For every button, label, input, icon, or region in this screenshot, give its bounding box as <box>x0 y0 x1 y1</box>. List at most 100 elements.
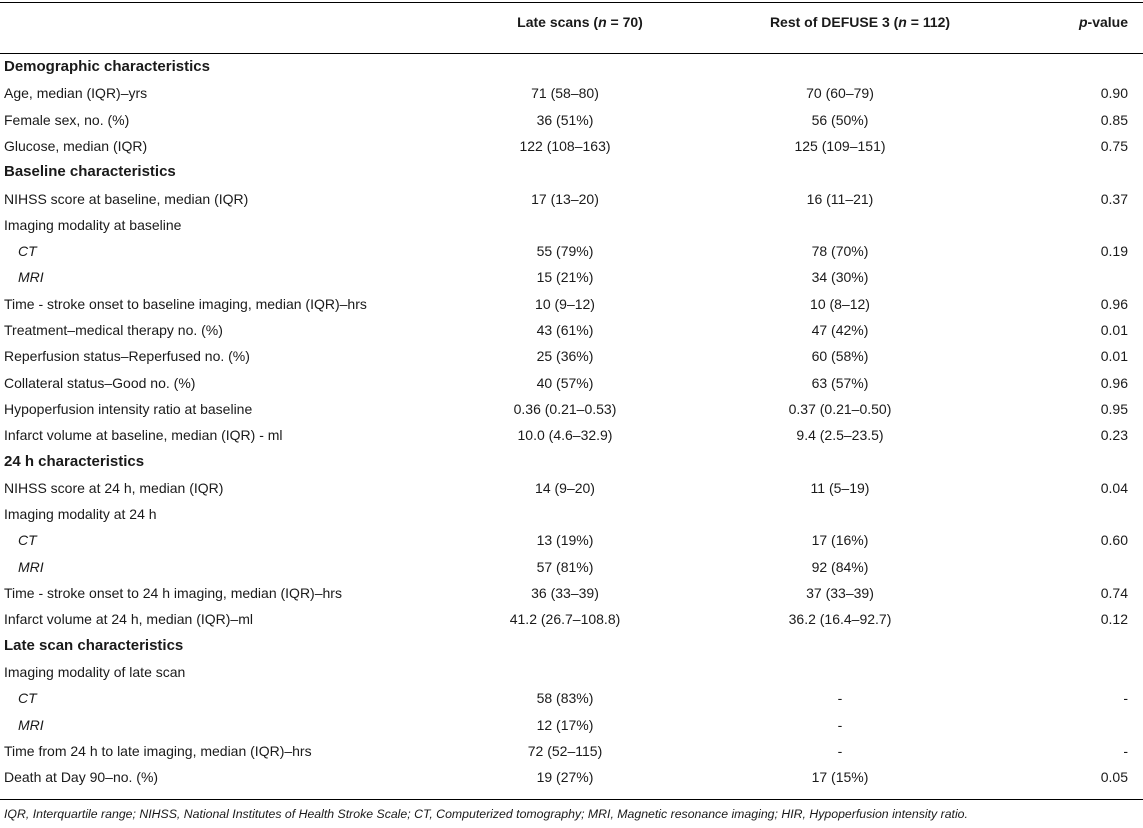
late-scans-cell: 13 (19%) <box>536 532 594 549</box>
row-label: Infarct volume at baseline, median (IQR)… <box>4 427 283 444</box>
p-value-cell: 0.23 <box>1100 427 1128 444</box>
late-scans-cell: 58 (83%) <box>536 690 594 707</box>
row-label: Collateral status–Good no. (%) <box>4 374 196 391</box>
p-value-cell: 0.96 <box>1100 374 1128 391</box>
row-label: MRI <box>18 558 44 575</box>
row-label: Time - stroke onset to 24 h imaging, med… <box>4 585 342 601</box>
section-heading-row: Demographic characteristics <box>0 54 1143 80</box>
rest-defuse-cell: 47 (42%) <box>811 322 869 338</box>
header-rest-defuse: Rest of DEFUSE 3 (n = 112) <box>769 14 951 30</box>
late-scans-cell: 12 (17%) <box>536 716 594 733</box>
footnote: IQR, Interquartile range; NIHSS, Nationa… <box>4 807 968 821</box>
table-row: Female sex, no. (%) 36 (51%) 56 (50%) 0.85 <box>0 107 1143 133</box>
row-label: CT <box>18 690 37 707</box>
table-row: MRI 15 (21%) 34 (30%) <box>0 264 1143 290</box>
table-row: CT 58 (83%) - - <box>0 685 1143 711</box>
rest-defuse-cell: 56 (50%) <box>811 111 869 128</box>
rest-defuse-cell: 17 (15%) <box>811 769 869 786</box>
late-scans-cell: 0.36 (0.21–0.53) <box>513 400 617 417</box>
row-label: Imaging modality at baseline <box>4 216 182 233</box>
rest-defuse-cell: 17 (16%) <box>811 532 869 549</box>
row-label: MRI <box>18 716 44 733</box>
table-row: Time - stroke onset to baseline imaging,… <box>0 291 1143 317</box>
rest-defuse-cell: 11 (5–19) <box>810 479 870 496</box>
table-row: Glucose, median (IQR) 122 (108–163) 125 (1… <box>0 133 1143 159</box>
table-row: Imaging modality of late scan <box>0 659 1143 685</box>
header-rule <box>0 53 1143 54</box>
late-scans-cell: 36 (33–39) <box>531 585 599 601</box>
row-label: Time - stroke onset to baseline imaging,… <box>4 295 367 312</box>
late-scans-cell: 122 (108–163) <box>519 137 611 154</box>
rest-defuse-cell: - <box>837 716 843 733</box>
row-label: Infarct volume at 24 h, median (IQR)–ml <box>4 611 253 628</box>
late-scans-cell: 10.0 (4.6–32.9) <box>517 427 613 444</box>
table-row: Time from 24 h to late imaging, median (… <box>0 738 1143 764</box>
row-label: Glucose, median (IQR) <box>4 137 148 154</box>
section-heading: Baseline characteristics <box>4 163 176 181</box>
row-label: Treatment–medical therapy no. (%) <box>4 322 223 338</box>
table-row: Time - stroke onset to 24 h imaging, med… <box>0 580 1143 606</box>
row-label: CT <box>18 532 37 549</box>
section-heading: Demographic characteristics <box>4 58 210 75</box>
table-row: MRI 57 (81%) 92 (84%) <box>0 554 1143 580</box>
p-value-cell: 0.01 <box>1100 348 1128 365</box>
table-row: Age, median (IQR)–yrs 71 (58–80) 70 (60–79… <box>0 80 1143 106</box>
rest-defuse-cell: 92 (84%) <box>811 558 869 575</box>
rest-defuse-cell: 36.2 (16.4–92.7) <box>788 611 892 628</box>
bottom-rule <box>0 799 1143 800</box>
late-scans-cell: 19 (27%) <box>536 769 594 786</box>
row-label: MRI <box>18 269 44 286</box>
rest-defuse-cell: 10 (8–12) <box>810 295 870 312</box>
row-label: CT <box>18 243 37 260</box>
rest-defuse-cell: 78 (70%) <box>811 243 869 260</box>
p-value-cell: 0.37 <box>1100 190 1128 207</box>
row-label: Reperfusion status–Reperfused no. (%) <box>4 348 250 365</box>
section-heading: 24 h characteristics <box>4 452 145 470</box>
row-label: NIHSS score at 24 h, median (IQR) <box>4 479 224 496</box>
table-row: Imaging modality at 24 h <box>0 501 1143 527</box>
section-heading: Late scan characteristics <box>4 636 184 654</box>
table-row: Collateral status–Good no. (%) 40 (57%) 63… <box>0 370 1143 396</box>
p-value-cell: 0.01 <box>1100 322 1128 338</box>
p-value-cell: 0.05 <box>1100 769 1128 786</box>
table-row: Treatment–medical therapy no. (%) 43 (61%… <box>0 317 1143 343</box>
rest-defuse-cell: 0.37 (0.21–0.50) <box>788 400 892 417</box>
table-header: Late scans (n = 70) Rest of DEFUSE 3 (n … <box>0 0 1143 44</box>
rest-defuse-cell: 34 (30%) <box>811 269 869 286</box>
late-scans-cell: 10 (9–12) <box>535 295 595 312</box>
p-value-cell: 0.75 <box>1100 137 1128 154</box>
table-row: NIHSS score at 24 h, median (IQR) 14 (9–2… <box>0 475 1143 501</box>
late-scans-cell: 14 (9–20) <box>535 479 595 496</box>
late-scans-cell: 43 (61%) <box>536 322 594 338</box>
p-value-cell: 0.12 <box>1100 611 1128 628</box>
header-p-value: p-value <box>1078 14 1128 30</box>
row-label: Time from 24 h to late imaging, median (… <box>4 742 312 759</box>
row-label: Hypoperfusion intensity ratio at baselin… <box>4 400 253 417</box>
p-value-cell: 0.74 <box>1100 585 1128 601</box>
late-scans-cell: 41.2 (26.7–108.8) <box>509 611 621 628</box>
table-row: Death at Day 90–no. (%) 19 (27%) 17 (15%) 0… <box>0 764 1143 790</box>
p-value-cell: - <box>1123 690 1128 707</box>
late-scans-cell: 72 (52–115) <box>527 742 603 759</box>
rest-defuse-cell: 16 (11–21) <box>806 190 874 207</box>
row-label: Age, median (IQR)–yrs <box>4 85 148 102</box>
p-value-cell: 0.95 <box>1100 400 1128 417</box>
late-scans-cell: 57 (81%) <box>536 558 594 575</box>
late-scans-cell: 71 (58–80) <box>531 85 599 102</box>
p-value-cell: - <box>1123 742 1128 759</box>
table-row: Reperfusion status–Reperfused no. (%) 25 … <box>0 343 1143 369</box>
row-label: Female sex, no. (%) <box>4 111 130 128</box>
rest-defuse-cell: 9.4 (2.5–23.5) <box>796 427 884 444</box>
late-scans-cell: 17 (13–20) <box>531 190 599 207</box>
section-heading-row: Late scan characteristics <box>0 633 1143 659</box>
row-label: Imaging modality of late scan <box>4 663 186 680</box>
p-value-cell: 0.19 <box>1100 243 1128 260</box>
p-value-cell: 0.04 <box>1100 479 1128 496</box>
section-heading-row: Baseline characteristics <box>0 159 1143 185</box>
header-late-scans: Late scans (n = 70) <box>517 14 643 30</box>
rest-defuse-cell: 125 (109–151) <box>794 137 886 154</box>
p-value-cell: 0.85 <box>1100 111 1128 128</box>
rest-defuse-cell: 63 (57%) <box>811 374 869 391</box>
rest-defuse-cell: 37 (33–39) <box>806 585 874 601</box>
table-row: MRI 12 (17%) - <box>0 712 1143 738</box>
